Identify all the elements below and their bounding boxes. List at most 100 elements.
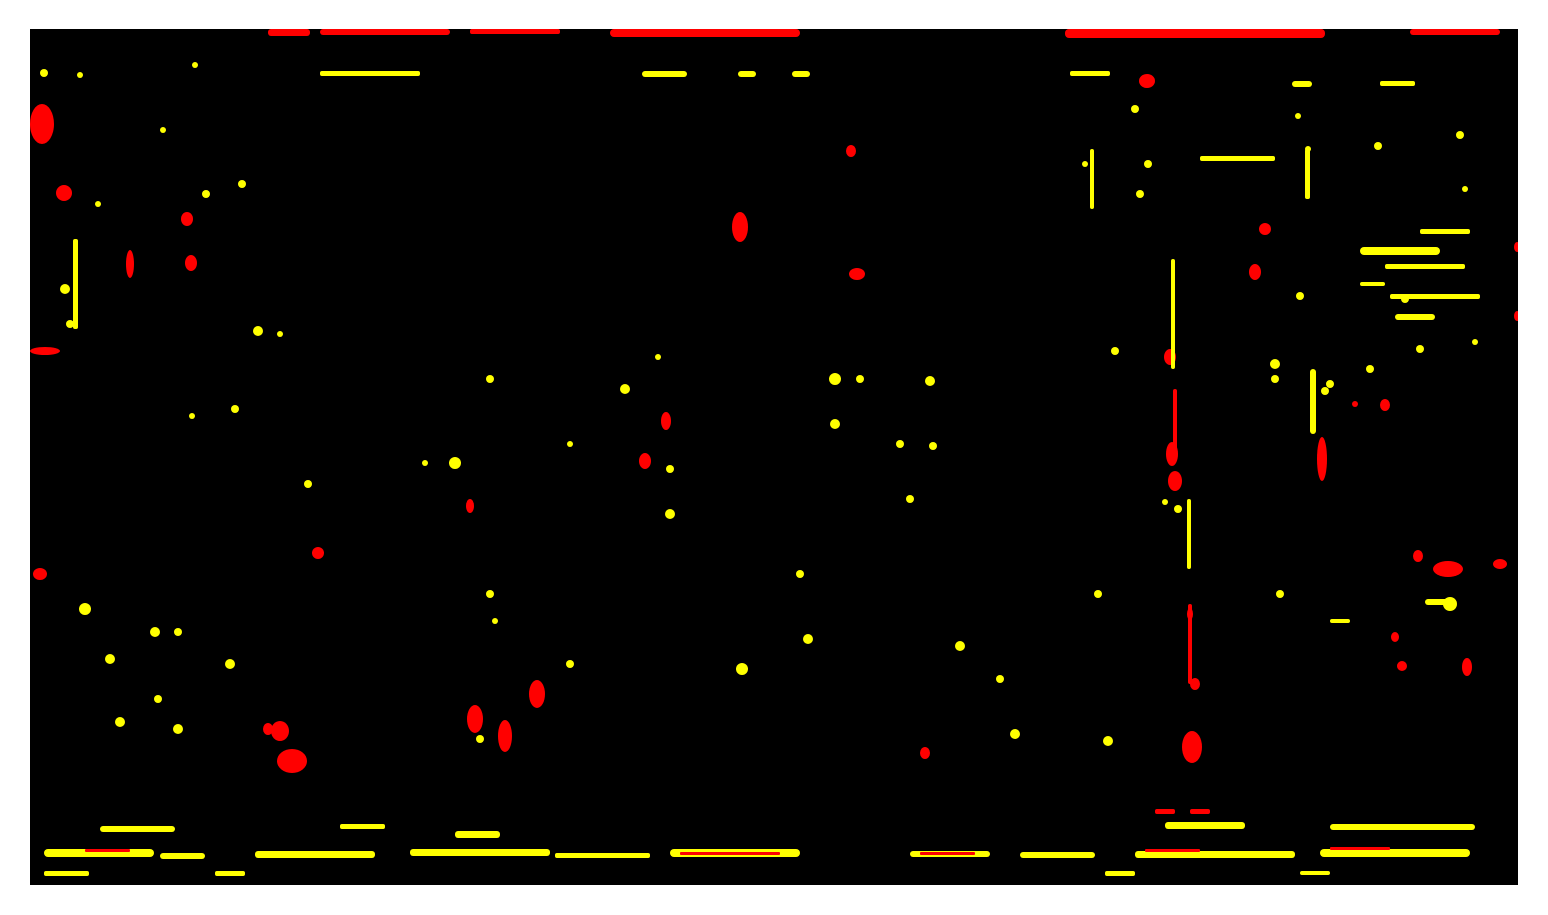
mask-shape [1425, 599, 1455, 605]
red-blobs-item [33, 568, 47, 580]
yellow-dots-item [1321, 387, 1329, 395]
yellow-dots-item [173, 724, 183, 734]
yellow-dots-item [803, 634, 813, 644]
mask-shape [555, 853, 650, 858]
yellow-dots-item [154, 695, 162, 703]
yellow-dots-item [476, 735, 484, 743]
red-blobs-item [1391, 632, 1399, 642]
mask-shape [1385, 264, 1465, 269]
yellow-dots-item [996, 675, 1004, 683]
mask-shape [1090, 149, 1094, 209]
red-blobs-item [181, 212, 193, 226]
red-blobs-item [1317, 437, 1327, 481]
red-blobs-item [529, 680, 545, 708]
red-blobs-item [1139, 74, 1155, 88]
red-mark [320, 29, 450, 35]
red-mark [1410, 29, 1500, 35]
red-blobs-item [1259, 223, 1271, 235]
mask-shape [1020, 852, 1095, 858]
yellow-dots-item [95, 201, 101, 207]
red-blobs-item [1413, 550, 1423, 562]
mask-shape [85, 849, 130, 852]
red-blobs-item [1433, 561, 1463, 577]
red-blobs-item [1493, 559, 1507, 569]
yellow-dots-item [1103, 736, 1113, 746]
yellow-dots-item [1162, 499, 1168, 505]
red-blobs-item [1168, 471, 1182, 491]
red-blobs-item [271, 721, 289, 741]
yellow-dots-item [238, 180, 246, 188]
mask-shape [1320, 849, 1470, 857]
mask-shape [1171, 259, 1175, 369]
mask-shape [1190, 809, 1210, 814]
yellow-dots-item [115, 717, 125, 727]
mask-shape [1188, 604, 1192, 684]
mask-shape [1173, 389, 1177, 449]
red-blobs-item [1397, 661, 1407, 671]
red-blobs-item [466, 499, 474, 513]
yellow-dots-item [829, 373, 841, 385]
yellow-dots-item [231, 405, 239, 413]
yellow-dots-item [1094, 590, 1102, 598]
yellow-dots-item [60, 284, 70, 294]
yellow-dots-item [1082, 161, 1088, 167]
yellow-mark [1380, 81, 1415, 86]
yellow-dots-item [796, 570, 804, 578]
yellow-dots-item [253, 326, 263, 336]
yellow-dots-item [925, 376, 935, 386]
yellow-dots-item [736, 663, 748, 675]
yellow-dots-item [40, 69, 48, 77]
yellow-mark [1200, 156, 1275, 161]
mask-shape [1305, 149, 1310, 199]
mask-shape [1330, 824, 1475, 830]
red-blobs-item [1249, 264, 1261, 280]
yellow-dots-item [1472, 339, 1478, 345]
red-blobs-item [846, 145, 856, 157]
yellow-dots-item [150, 627, 160, 637]
yellow-dots-item [189, 413, 195, 419]
yellow-dots-item [1456, 131, 1464, 139]
red-blobs-item [263, 723, 273, 735]
yellow-mark [738, 71, 756, 77]
red-mark [610, 29, 800, 37]
yellow-dots-item [77, 72, 83, 78]
yellow-dots-item [566, 660, 574, 668]
mask-shape [1155, 809, 1175, 814]
red-blobs-item [126, 250, 134, 278]
yellow-dots-item [896, 440, 904, 448]
yellow-dots-item [1366, 365, 1374, 373]
yellow-dots-item [66, 320, 74, 328]
red-blobs-item [498, 720, 512, 752]
yellow-dots-item [1462, 186, 1468, 192]
yellow-dots-item [449, 457, 461, 469]
red-blobs-item [732, 212, 748, 242]
mask-shape [1330, 619, 1350, 623]
red-blobs-item [467, 705, 483, 733]
yellow-dots-item [666, 465, 674, 473]
mask-shape [1330, 847, 1390, 850]
yellow-dots-item [1295, 113, 1301, 119]
mask-shape [410, 849, 550, 856]
mask-shape [340, 824, 385, 829]
yellow-dots-item [160, 127, 166, 133]
yellow-dots-item [955, 641, 965, 651]
yellow-dots-item [192, 62, 198, 68]
mask-canvas [30, 29, 1518, 885]
yellow-dots-item [79, 603, 91, 615]
red-mark [470, 29, 560, 34]
yellow-dots-item [906, 495, 914, 503]
yellow-mark [1360, 247, 1440, 255]
mask-shape [1310, 369, 1316, 434]
yellow-dots-item [486, 590, 494, 598]
yellow-dots-item [1326, 380, 1334, 388]
yellow-dots-item [1144, 160, 1152, 168]
yellow-dots-item [1111, 347, 1119, 355]
yellow-mark [1292, 81, 1312, 87]
mask-image [30, 29, 1518, 885]
yellow-mark [642, 71, 687, 77]
red-blobs-item [920, 747, 930, 759]
yellow-dots-item [202, 190, 210, 198]
mask-shape [44, 871, 89, 876]
mask-shape [1135, 851, 1295, 858]
